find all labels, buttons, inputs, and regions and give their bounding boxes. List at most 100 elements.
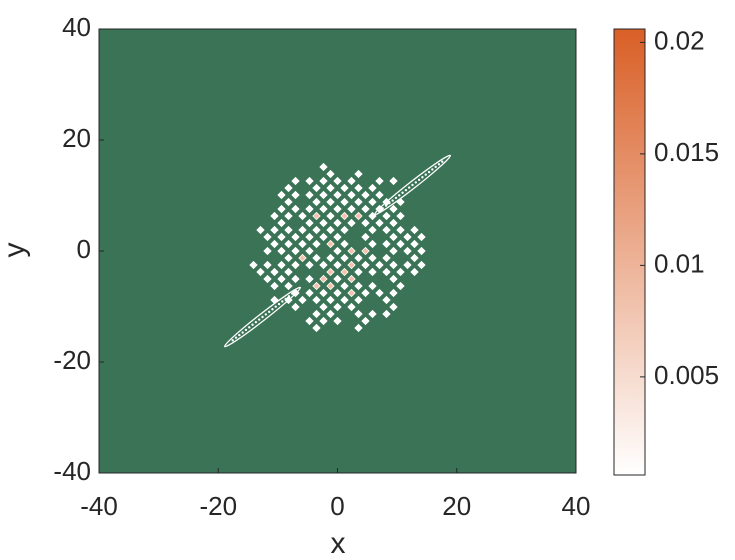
streak-dot (284, 297, 287, 301)
x-tick-label: -40 (80, 491, 118, 521)
speckle (319, 162, 328, 172)
speckle (312, 295, 321, 305)
speckle (389, 218, 398, 228)
speckle (403, 232, 412, 242)
speckle (319, 288, 328, 298)
streak-dot (231, 339, 234, 342)
speckle (354, 211, 363, 221)
streak-dot (271, 308, 274, 311)
speckle (305, 190, 314, 200)
streak-dot (427, 170, 431, 174)
x-tick-label: -20 (199, 491, 237, 521)
speckle (354, 183, 363, 193)
colorbar-tick-label: 0.01 (654, 248, 705, 278)
speckle (410, 239, 419, 249)
speckle (256, 267, 265, 277)
speckle (326, 309, 335, 319)
speckle (312, 183, 321, 193)
speckle (326, 281, 335, 291)
speckle (333, 302, 342, 312)
speckle (389, 232, 398, 242)
speckle (382, 267, 391, 277)
speckle (368, 183, 377, 193)
speckle (270, 281, 279, 291)
speckle-pattern (231, 160, 444, 342)
speckle (389, 274, 398, 284)
streak-dot (291, 292, 294, 295)
speckle (319, 204, 328, 214)
speckle (382, 253, 391, 263)
streak-dot (254, 320, 258, 324)
streak-dot (401, 191, 404, 194)
speckle (263, 246, 272, 256)
speckle (389, 260, 398, 270)
speckle (284, 183, 293, 193)
speckle (298, 225, 307, 235)
x-tick-label: 20 (442, 491, 471, 521)
streak-dot (234, 336, 238, 339)
colorbar-tick-label: 0.005 (654, 360, 719, 390)
speckle (326, 267, 335, 277)
speckle (298, 211, 307, 221)
speckle (417, 260, 426, 270)
speckle (347, 274, 356, 284)
speckle (291, 246, 300, 256)
speckle (333, 204, 342, 214)
speckle (347, 176, 356, 186)
speckle (291, 274, 300, 284)
streak-dot (431, 168, 434, 171)
streak-dot (267, 310, 271, 314)
streak-dot (264, 313, 268, 316)
speckle (340, 267, 349, 277)
speckle (319, 260, 328, 270)
speckle (305, 232, 314, 242)
speckle (333, 246, 342, 256)
speckle (305, 274, 314, 284)
streak-dot (394, 196, 398, 200)
speckle (396, 225, 405, 235)
speckle (347, 288, 356, 298)
speckle (417, 246, 426, 256)
speckle (326, 225, 335, 235)
streak-dot (388, 201, 391, 205)
speckle (291, 176, 300, 186)
speckle (347, 190, 356, 200)
streak-dot (287, 295, 291, 298)
speckle (375, 218, 384, 228)
speckle (298, 295, 307, 305)
speckle (326, 239, 335, 249)
speckle (326, 183, 335, 193)
speckle (403, 246, 412, 256)
streak-dot (404, 188, 408, 192)
speckle (361, 190, 370, 200)
speckle (291, 190, 300, 200)
speckle (319, 190, 328, 200)
speckle (389, 302, 398, 312)
speckle (396, 239, 405, 249)
colorbar-tick-label: 0.02 (654, 25, 705, 55)
speckle (305, 260, 314, 270)
speckle (284, 225, 293, 235)
speckle (249, 260, 258, 270)
speckle (277, 204, 286, 214)
speckle (354, 253, 363, 263)
speckle (312, 197, 321, 207)
speckle (277, 232, 286, 242)
speckle (277, 260, 286, 270)
speckle (396, 281, 405, 291)
x-axis-label: x (331, 527, 346, 560)
speckle (333, 274, 342, 284)
streak-dot (437, 163, 441, 166)
speckle (305, 204, 314, 214)
streak-dot (384, 204, 388, 207)
speckle (347, 218, 356, 228)
streak-dot (391, 199, 394, 202)
streak-dot (441, 160, 444, 163)
speckle (347, 260, 356, 270)
speckle (277, 190, 286, 200)
streak-dot (261, 315, 264, 319)
streak-dot (407, 186, 411, 189)
speckle (298, 253, 307, 263)
speckle (333, 288, 342, 298)
